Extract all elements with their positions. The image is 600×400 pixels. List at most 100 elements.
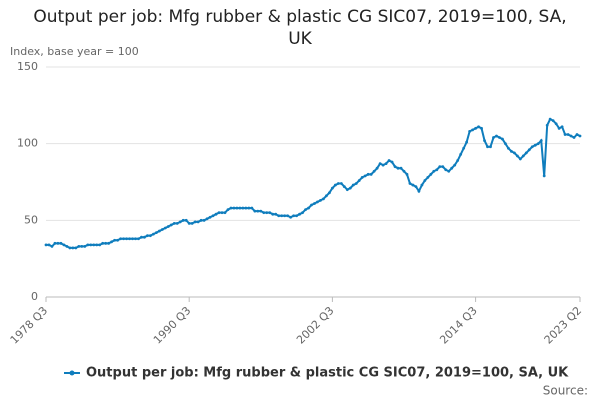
data-point xyxy=(134,237,137,241)
data-point xyxy=(530,145,534,149)
data-point xyxy=(65,245,69,248)
data-point xyxy=(235,206,239,210)
data-point xyxy=(560,125,564,129)
data-point xyxy=(68,246,72,250)
data-point xyxy=(462,146,466,150)
data-point xyxy=(322,197,325,201)
data-point xyxy=(566,133,570,136)
data-point xyxy=(146,234,149,238)
data-point xyxy=(310,203,313,207)
data-point xyxy=(450,166,454,170)
data-point xyxy=(495,134,498,138)
data-point xyxy=(426,176,430,179)
data-point xyxy=(92,243,96,247)
data-point xyxy=(363,174,367,178)
data-point xyxy=(313,202,316,205)
data-point xyxy=(229,206,233,210)
data-point xyxy=(238,206,242,210)
data-point xyxy=(202,218,206,222)
data-point xyxy=(74,246,78,250)
data-point xyxy=(447,169,451,173)
data-point xyxy=(217,211,221,215)
data-point xyxy=(196,220,200,224)
data-point xyxy=(504,142,507,146)
data-point xyxy=(393,165,397,169)
source: Source: xyxy=(543,384,588,398)
data-point xyxy=(414,185,418,189)
data-point xyxy=(432,169,436,173)
data-point xyxy=(456,159,460,162)
chart-title: Output per job: Mfg rubber & plastic CG … xyxy=(33,7,567,49)
data-point xyxy=(483,139,486,143)
data-point xyxy=(486,145,489,149)
data-point xyxy=(557,126,561,130)
data-point xyxy=(429,172,433,176)
data-point xyxy=(253,209,257,213)
data-point xyxy=(399,166,403,170)
data-point xyxy=(378,162,382,166)
data-point xyxy=(107,241,111,245)
data-point xyxy=(435,168,439,172)
data-point xyxy=(211,214,215,218)
data-point xyxy=(256,209,260,213)
data-point xyxy=(384,162,388,166)
data-point xyxy=(223,211,227,215)
data-point xyxy=(357,179,361,182)
data-point xyxy=(56,241,60,245)
data-point xyxy=(492,136,495,139)
data-point xyxy=(280,214,284,218)
data-point xyxy=(471,128,475,132)
data-point xyxy=(169,223,173,227)
data-point xyxy=(539,139,543,143)
data-point xyxy=(465,140,469,144)
data-point xyxy=(44,243,48,247)
data-point xyxy=(119,237,122,241)
data-point xyxy=(160,228,164,231)
data-point xyxy=(187,222,191,225)
data-point xyxy=(474,126,477,130)
data-point xyxy=(241,206,245,210)
y-tick-label: 0 xyxy=(31,290,38,303)
data-point xyxy=(375,166,379,170)
data-point xyxy=(551,119,555,123)
data-point xyxy=(190,222,194,225)
data-point xyxy=(131,237,134,241)
data-point xyxy=(333,183,337,187)
data-point xyxy=(205,217,209,221)
data-point xyxy=(366,172,370,176)
data-point xyxy=(521,154,525,158)
x-tick-label: 2023 Q2 xyxy=(542,304,585,347)
data-point xyxy=(339,182,343,185)
data-point xyxy=(71,246,75,250)
data-point xyxy=(143,235,146,239)
data-point xyxy=(53,241,57,245)
data-point xyxy=(468,130,472,133)
x-tick-label: 2014 Q3 xyxy=(437,304,480,347)
data-point xyxy=(381,163,385,167)
data-point xyxy=(265,211,269,215)
data-point xyxy=(477,125,480,129)
data-point xyxy=(390,160,394,164)
data-point xyxy=(157,229,161,233)
data-point xyxy=(259,209,263,213)
y-tick-label: 100 xyxy=(17,137,38,150)
data-point xyxy=(554,122,558,126)
data-point xyxy=(480,126,483,130)
data-point xyxy=(441,165,445,169)
data-point xyxy=(95,243,99,247)
data-point xyxy=(369,172,373,176)
data-point xyxy=(101,241,105,245)
legend-label: Output per job: Mfg rubber & plastic CG … xyxy=(86,366,569,381)
data-point xyxy=(295,214,298,218)
x-tick-label: 1978 Q3 xyxy=(8,304,51,347)
data-point xyxy=(408,182,412,185)
data-point xyxy=(420,183,424,187)
data-point xyxy=(348,186,352,190)
data-point xyxy=(342,185,346,189)
data-point xyxy=(518,157,522,161)
data-point xyxy=(542,174,546,178)
legend-marker xyxy=(69,370,75,376)
data-point xyxy=(438,165,442,169)
data-point xyxy=(274,212,278,216)
data-point xyxy=(507,146,510,150)
